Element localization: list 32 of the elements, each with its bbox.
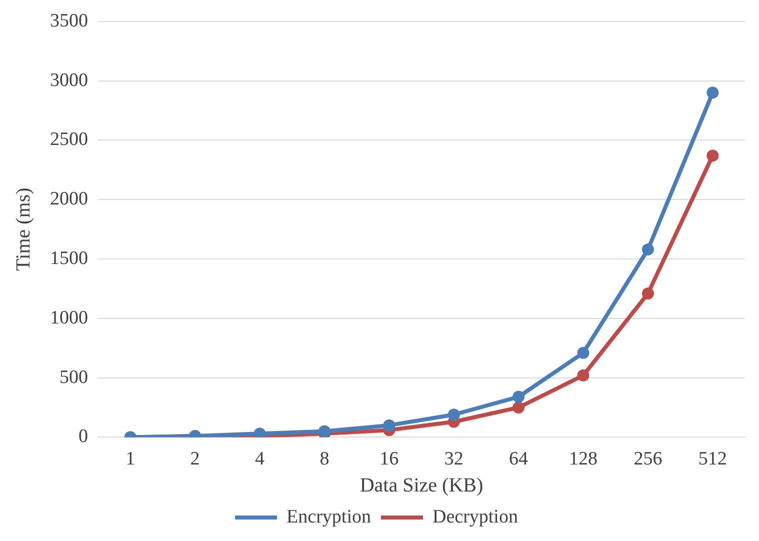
point xyxy=(706,150,719,162)
point xyxy=(642,243,654,256)
point xyxy=(512,402,525,414)
x-tick-label: 16 xyxy=(380,448,399,470)
x-tick-label: 4 xyxy=(255,448,265,470)
y-tick-label: 1000 xyxy=(50,307,88,328)
x-tick-label: 512 xyxy=(698,448,727,470)
y-tick-label: 2000 xyxy=(50,188,88,210)
x-tick-label: 2 xyxy=(190,448,200,470)
y-tick-label: 500 xyxy=(60,366,88,388)
point xyxy=(706,86,719,99)
x-tick-label: 32 xyxy=(444,448,464,470)
y-tick-label: 1500 xyxy=(50,248,88,269)
y-tick-label: 3500 xyxy=(50,10,88,32)
legend-label: Encryption xyxy=(286,506,372,528)
y-tick-label: 2500 xyxy=(50,129,88,150)
point xyxy=(642,287,654,300)
y-tick-label: 0 xyxy=(78,426,88,448)
point xyxy=(383,419,396,432)
y-axis-title: Time (ms) xyxy=(12,188,34,271)
legend-label: Decryption xyxy=(432,506,518,528)
point xyxy=(577,369,590,382)
x-tick-label: 256 xyxy=(634,448,662,470)
x-tick-label: 1 xyxy=(126,448,136,470)
x-tick-label: 64 xyxy=(509,448,529,470)
x-axis-title: Data Size (KB) xyxy=(360,474,484,496)
point xyxy=(448,408,460,421)
x-tick-label: 128 xyxy=(569,448,598,470)
point xyxy=(577,346,590,359)
point xyxy=(512,390,525,403)
y-tick-label: 3000 xyxy=(50,70,88,91)
x-tick-label: 8 xyxy=(320,448,330,470)
